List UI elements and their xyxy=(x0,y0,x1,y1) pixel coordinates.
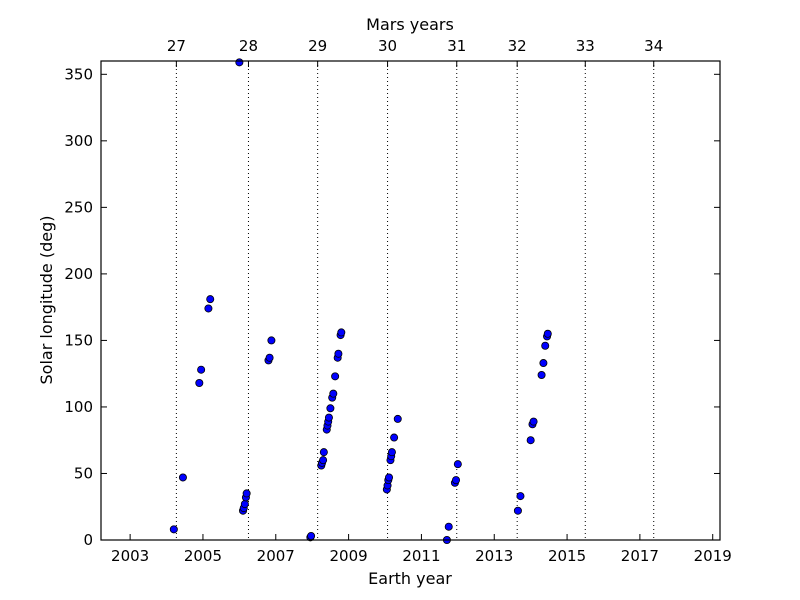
data-points xyxy=(169,58,552,545)
x-tick-label: 2019 xyxy=(694,547,732,565)
top-tick-label: 29 xyxy=(308,37,327,55)
data-point xyxy=(529,417,538,426)
data-point xyxy=(178,473,187,482)
x-axis-ticks: 2003 2005 2007 2009 2011 2013 2015 2017 2019 xyxy=(111,534,732,565)
data-point xyxy=(319,448,328,457)
data-point xyxy=(385,473,394,482)
data-point xyxy=(326,404,335,413)
top-tick-label: 33 xyxy=(576,37,595,55)
data-point xyxy=(307,532,316,541)
data-point xyxy=(197,365,206,374)
data-point xyxy=(324,413,333,422)
top-tick-label: 30 xyxy=(378,37,397,55)
x-tick-label: 2017 xyxy=(621,547,659,565)
y-tick-label: 200 xyxy=(64,265,93,283)
data-point xyxy=(513,506,522,515)
data-point xyxy=(206,295,215,304)
data-point xyxy=(240,500,249,509)
x-tick-label: 2011 xyxy=(402,547,440,565)
data-point xyxy=(169,525,178,534)
plot-area xyxy=(101,61,720,540)
y-axis-label: Solar longitude (deg) xyxy=(37,216,56,385)
data-point xyxy=(387,448,396,457)
top-axis-label: Mars years xyxy=(366,15,454,34)
data-point xyxy=(390,433,399,442)
data-point xyxy=(539,359,548,368)
data-point xyxy=(393,414,402,423)
y-tick-label: 0 xyxy=(83,531,93,549)
data-point xyxy=(204,304,213,313)
top-tick-label: 27 xyxy=(167,37,186,55)
x-tick-label: 2015 xyxy=(548,547,586,565)
data-point xyxy=(537,371,546,380)
top-tick-label: 34 xyxy=(644,37,663,55)
y-axis-ticks: 0 50 100 150 200 250 300 350 xyxy=(64,65,720,549)
x-tick-label: 2013 xyxy=(475,547,513,565)
y-tick-label: 100 xyxy=(64,398,93,416)
top-tick-label: 28 xyxy=(239,37,258,55)
x-tick-label: 2003 xyxy=(111,547,149,565)
data-point xyxy=(265,353,274,362)
y-tick-label: 250 xyxy=(64,198,93,216)
data-point xyxy=(235,58,244,67)
y-tick-label: 150 xyxy=(64,331,93,349)
data-point xyxy=(195,378,204,387)
data-point xyxy=(452,476,461,485)
data-point xyxy=(453,460,462,469)
data-point xyxy=(267,336,276,345)
data-point xyxy=(242,489,251,498)
y-tick-label: 50 xyxy=(74,464,93,482)
data-point xyxy=(337,328,346,337)
mars-year-axis-ticks: 27 28 29 30 31 32 33 34 xyxy=(167,37,663,67)
data-point xyxy=(329,389,338,398)
x-axis-label: Earth year xyxy=(368,569,452,588)
x-tick-label: 2007 xyxy=(257,547,295,565)
y-tick-label: 300 xyxy=(64,132,93,150)
top-tick-label: 32 xyxy=(508,37,527,55)
data-point xyxy=(334,349,343,358)
data-point xyxy=(543,329,552,338)
x-tick-label: 2009 xyxy=(330,547,368,565)
data-point xyxy=(526,436,535,445)
data-point xyxy=(331,372,340,381)
data-point xyxy=(541,341,550,350)
data-point xyxy=(516,492,525,501)
x-tick-label: 2005 xyxy=(184,547,222,565)
data-point xyxy=(319,456,328,465)
top-tick-label: 31 xyxy=(447,37,466,55)
plot-frame xyxy=(100,60,721,541)
y-tick-label: 350 xyxy=(64,65,93,83)
data-point xyxy=(444,522,453,531)
